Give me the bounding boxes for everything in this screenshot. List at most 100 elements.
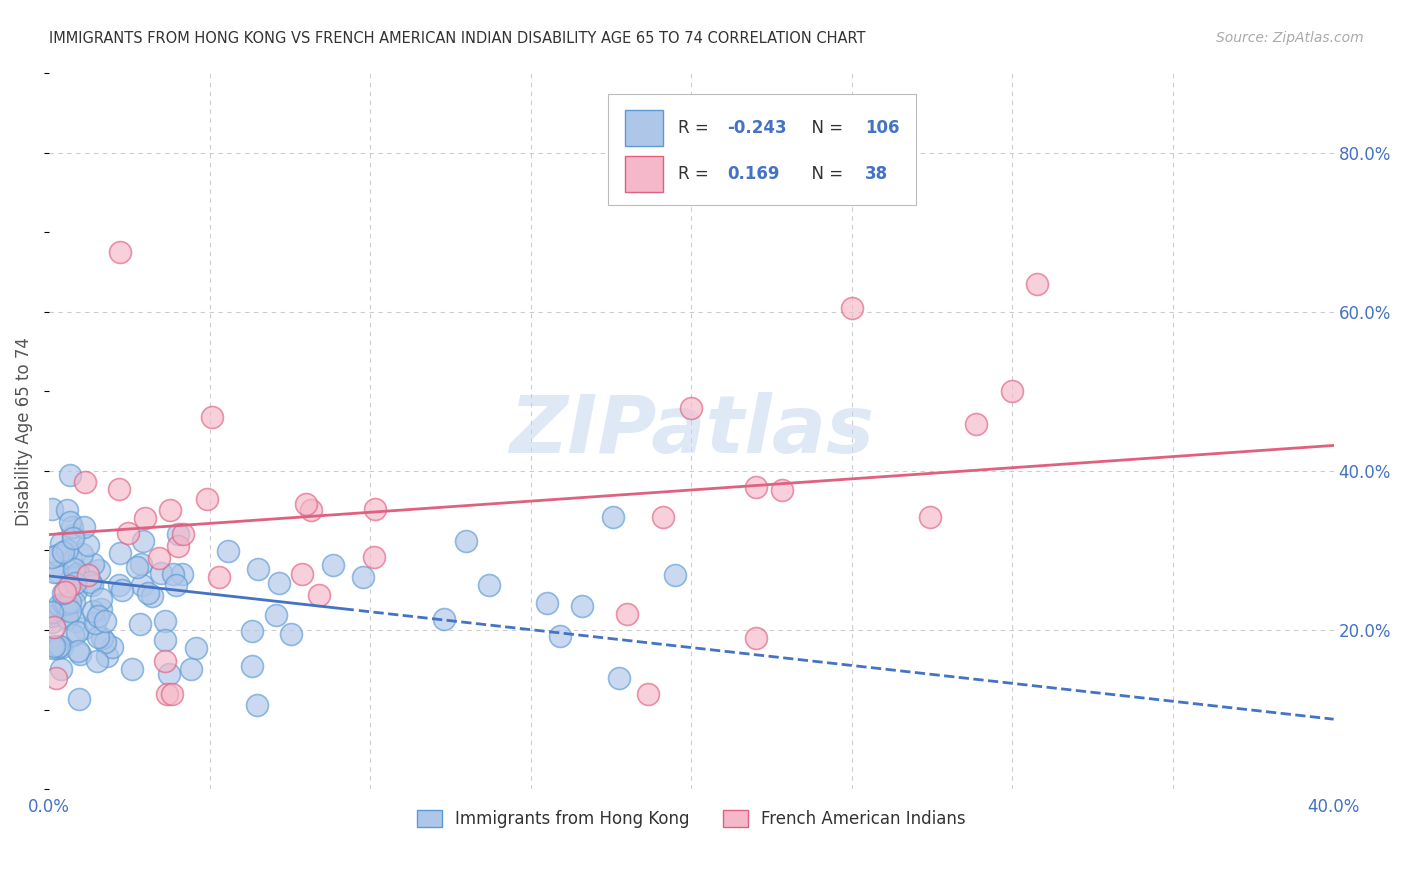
Legend: Immigrants from Hong Kong, French American Indians: Immigrants from Hong Kong, French Americ… [411,803,973,835]
Point [322,558,344,572]
Point [652,510,675,524]
Point [51,662,73,676]
Point [308,588,330,602]
Point [136,586,159,600]
Point [602,509,624,524]
Point [70,547,93,561]
Point [121,662,143,676]
Point [267,575,290,590]
Point [73,622,96,636]
Point [94,635,117,649]
Point [246,562,269,576]
Point [291,566,314,581]
Text: -0.243: -0.243 [727,119,787,136]
Point [153,614,176,628]
Point [45,640,67,655]
Point [87,563,110,577]
Point [156,687,179,701]
Point [364,501,387,516]
Point [165,578,187,592]
Point [744,480,766,494]
Point [87,609,110,624]
Point [195,491,218,506]
Point [240,659,263,673]
Point [180,662,202,676]
Point [41,641,63,656]
Point [117,526,139,541]
Point [607,671,630,685]
Text: R =: R = [679,165,714,184]
Point [134,510,156,524]
Point [90,592,112,607]
Point [965,417,987,432]
Y-axis label: Disability Age 65 to 74: Disability Age 65 to 74 [15,336,32,525]
Point [72,519,94,533]
Point [148,551,170,566]
Point [87,630,110,644]
Point [108,578,131,592]
Point [42,620,65,634]
Point [52,545,75,559]
Point [664,567,686,582]
Point [55,597,77,611]
Point [83,615,105,630]
Point [46,565,69,579]
Point [56,543,79,558]
Point [75,475,97,489]
Point [162,567,184,582]
Point [46,549,69,563]
Point [62,562,84,576]
Point [478,577,501,591]
Text: 106: 106 [865,119,900,136]
Text: R =: R = [679,119,714,136]
Point [60,552,83,566]
Point [149,566,172,581]
Point [53,584,76,599]
Text: 38: 38 [865,165,887,184]
Point [172,527,194,541]
Text: N =: N = [800,165,848,184]
Point [63,614,86,628]
Point [66,625,89,640]
Point [49,536,72,550]
Point [264,608,287,623]
Point [571,599,593,614]
Point [280,626,302,640]
Point [41,607,63,621]
Point [184,640,207,655]
Point [920,509,942,524]
Point [56,611,79,625]
Text: N =: N = [800,119,848,136]
Point [299,503,322,517]
Point [246,698,269,712]
Point [65,570,87,584]
Point [41,615,63,630]
Point [208,570,231,584]
Point [82,604,104,618]
Point [66,644,89,658]
Point [90,602,112,616]
Point [79,574,101,589]
Point [772,483,794,498]
Point [170,567,193,582]
Point [66,566,89,580]
Point [841,301,863,315]
Point [52,586,75,600]
Point [108,482,131,496]
Point [63,595,86,609]
Point [637,687,659,701]
Point [131,578,153,592]
Point [44,565,66,579]
Point [167,527,190,541]
Point [352,570,374,584]
Point [60,570,83,584]
Point [108,546,131,560]
Point [62,531,84,545]
Point [159,502,181,516]
Point [44,639,66,653]
Point [52,596,75,610]
Point [59,604,82,618]
Point [536,596,558,610]
Point [131,557,153,571]
Point [80,578,103,592]
